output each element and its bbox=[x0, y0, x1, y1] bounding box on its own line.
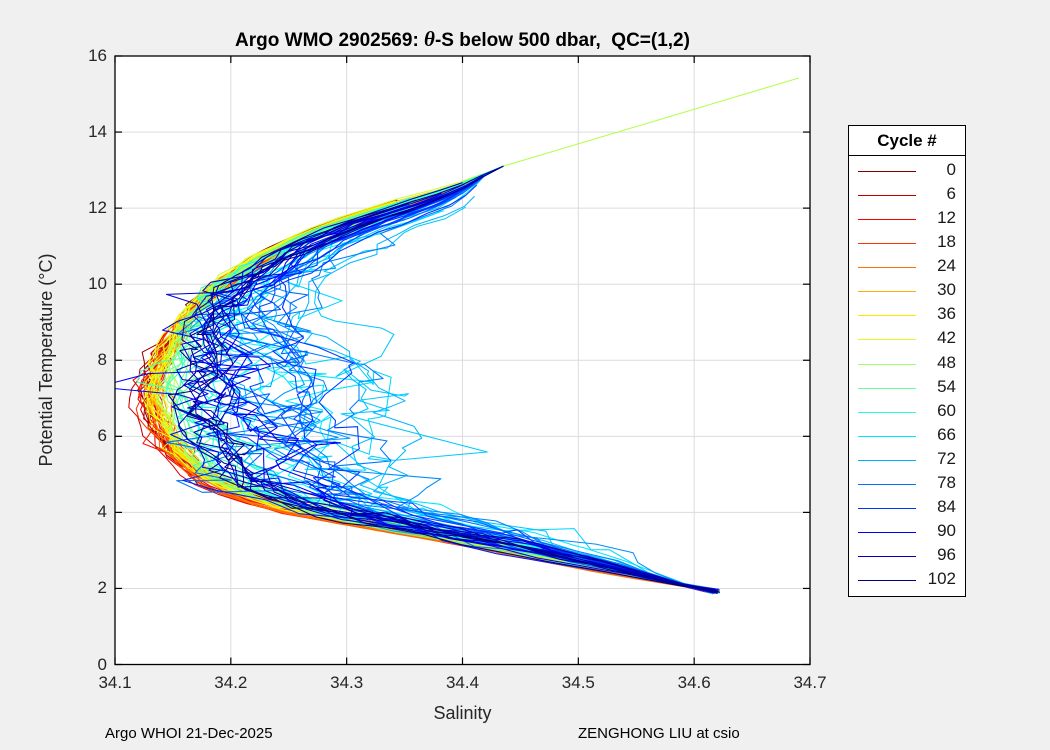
legend-entry-cycle-6: 6 bbox=[849, 183, 965, 207]
legend-line-sample bbox=[858, 339, 916, 341]
legend-line-sample bbox=[858, 363, 916, 365]
x-tick-label-34.4: 34.4 bbox=[445, 673, 480, 692]
profile-line-cycle-99 bbox=[172, 165, 718, 594]
x-tick-label-34.5: 34.5 bbox=[561, 673, 595, 692]
y-tick-label-0: 0 bbox=[97, 654, 107, 674]
legend-entry-label: 36 bbox=[937, 304, 956, 324]
x-axis-label: Salinity bbox=[433, 703, 492, 723]
profile-line-cycle-102 bbox=[167, 209, 715, 591]
legend-line-sample bbox=[858, 411, 916, 413]
legend-entry-label: 6 bbox=[946, 184, 956, 204]
legend-line-sample bbox=[858, 267, 916, 269]
legend-line-sample bbox=[858, 219, 916, 221]
legend-line-sample bbox=[858, 291, 916, 293]
legend-entry-label: 90 bbox=[937, 521, 956, 541]
legend-entry-cycle-84: 84 bbox=[849, 496, 965, 520]
legend-title: Cycle # bbox=[849, 126, 965, 156]
legend-box: Cycle # 0 6 12 18 24 30 36 42 48 54 60 66 72 78 84 90 96… bbox=[848, 125, 966, 597]
legend-line-sample bbox=[858, 171, 916, 173]
y-tick-label-14: 14 bbox=[88, 122, 107, 142]
legend-entry-label: 48 bbox=[937, 352, 956, 372]
profile-line-cycle-77 bbox=[219, 195, 719, 592]
legend-line-sample bbox=[858, 483, 916, 485]
y-tick-label-2: 2 bbox=[97, 578, 107, 598]
x-tick-label-34.2: 34.2 bbox=[214, 673, 248, 692]
legend-entry-cycle-30: 30 bbox=[849, 279, 965, 303]
footer-author-text: ZENGHONG LIU at csio bbox=[578, 725, 740, 742]
plot-title-prefix: Argo WMO 2902569: bbox=[235, 30, 425, 51]
x-tick-label-34.1: 34.1 bbox=[98, 673, 132, 692]
legend-entry-cycle-66: 66 bbox=[849, 424, 965, 448]
legend-line-sample bbox=[858, 507, 916, 509]
legend-entry-cycle-24: 24 bbox=[849, 255, 965, 279]
y-tick-label-12: 12 bbox=[88, 198, 107, 218]
legend-entry-cycle-78: 78 bbox=[849, 472, 965, 496]
profile-line-cycle-85 bbox=[272, 192, 719, 591]
y-tick-label-16: 16 bbox=[88, 46, 107, 65]
profile-line-cycle-98 bbox=[198, 199, 719, 592]
legend-entry-cycle-102: 102 bbox=[849, 568, 965, 592]
legend-entry-label: 84 bbox=[937, 497, 956, 517]
x-tick-label-34.7: 34.7 bbox=[793, 673, 827, 692]
legend-entry-label: 66 bbox=[937, 424, 956, 444]
profile-line-cycle-90 bbox=[220, 194, 714, 593]
legend-entry-label: 18 bbox=[937, 232, 956, 252]
y-tick-label-4: 4 bbox=[97, 502, 107, 522]
footer-source-text: Argo WHOI 21-Dec-2025 bbox=[105, 725, 273, 742]
legend-entry-label: 78 bbox=[937, 473, 956, 493]
legend-line-sample bbox=[858, 531, 916, 533]
y-tick-label-6: 6 bbox=[97, 426, 107, 446]
legend-entry-cycle-42: 42 bbox=[849, 327, 965, 351]
legend-entry-cycle-12: 12 bbox=[849, 207, 965, 231]
legend-entry-cycle-72: 72 bbox=[849, 448, 965, 472]
profile-line-cycle-83 bbox=[214, 183, 715, 591]
legend-entry-cycle-48: 48 bbox=[849, 352, 965, 376]
legend-entry-label: 24 bbox=[937, 256, 956, 276]
legend-entry-label: 12 bbox=[937, 208, 956, 228]
legend-entry-cycle-60: 60 bbox=[849, 400, 965, 424]
profile-line-cycle-101 bbox=[188, 165, 721, 593]
legend-line-sample bbox=[858, 243, 916, 245]
plot-title-suffix: -S below 500 dbar, QC=(1,2) bbox=[434, 30, 690, 51]
profile-line-cycle-80 bbox=[193, 165, 715, 591]
legend-line-sample bbox=[858, 435, 916, 437]
legend-entries: 0 6 12 18 24 30 36 42 48 54 60 66 72 78 84 90 96 102 bbox=[849, 156, 965, 596]
legend-entry-label: 30 bbox=[937, 280, 956, 300]
profile-line-cycle-69 bbox=[314, 206, 716, 591]
legend-entry-cycle-0: 0 bbox=[849, 159, 965, 183]
profile-line-cycle-96 bbox=[183, 192, 720, 593]
legend-line-sample bbox=[858, 459, 916, 461]
legend-entry-cycle-90: 90 bbox=[849, 520, 965, 544]
legend-entry-label: 96 bbox=[937, 545, 956, 565]
legend-entry-label: 60 bbox=[937, 400, 956, 420]
legend-entry-cycle-96: 96 bbox=[849, 544, 965, 568]
legend-entry-label: 72 bbox=[937, 448, 956, 468]
y-tick-label-10: 10 bbox=[88, 274, 107, 294]
x-tick-label-34.6: 34.6 bbox=[677, 673, 711, 692]
legend-line-sample bbox=[858, 556, 916, 558]
profile-line-cycle-95 bbox=[165, 202, 717, 590]
legend-line-sample bbox=[858, 195, 916, 197]
legend-line-sample bbox=[858, 580, 916, 582]
plot-title-theta-symbol: θ bbox=[424, 27, 435, 51]
legend-entry-cycle-36: 36 bbox=[849, 303, 965, 327]
legend-entry-label: 42 bbox=[937, 328, 956, 348]
profile-line-cycle-82 bbox=[258, 175, 715, 594]
legend-entry-label: 102 bbox=[927, 569, 956, 589]
x-tick-label-34.3: 34.3 bbox=[330, 673, 364, 692]
y-tick-label-8: 8 bbox=[97, 350, 107, 370]
legend-entry-label: 0 bbox=[946, 160, 956, 180]
legend-entry-cycle-18: 18 bbox=[849, 231, 965, 255]
legend-line-sample bbox=[858, 387, 916, 389]
legend-line-sample bbox=[858, 315, 916, 317]
legend-entry-cycle-54: 54 bbox=[849, 376, 965, 400]
profile-line-cycle-89 bbox=[115, 195, 717, 592]
plot-title: Argo WMO 2902569: θ-S below 500 dbar, QC… bbox=[115, 27, 810, 52]
profile-line-cycle-79 bbox=[280, 165, 716, 591]
legend-entry-label: 54 bbox=[937, 376, 956, 396]
